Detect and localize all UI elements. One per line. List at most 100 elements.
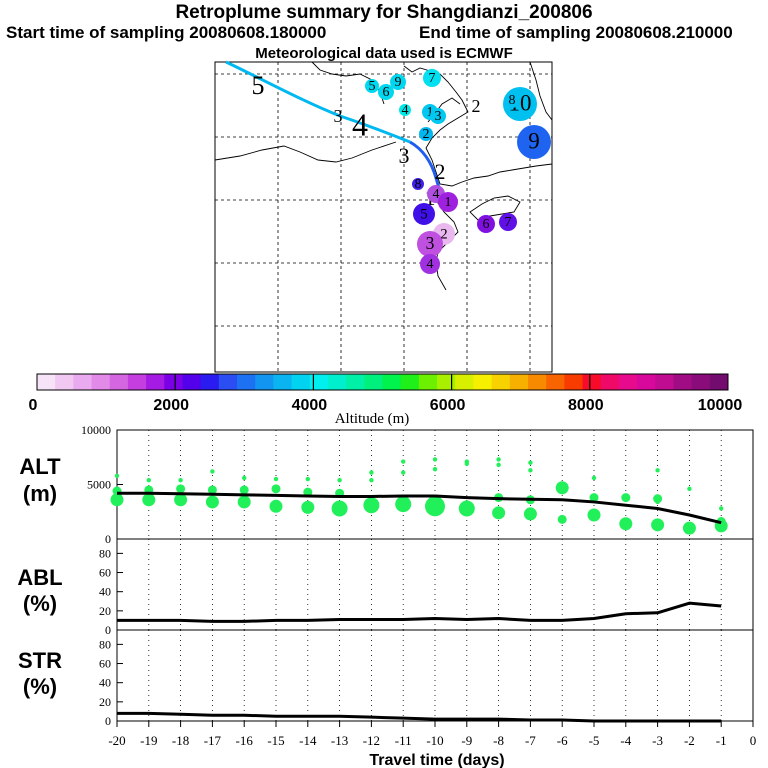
alt-unit: (m) <box>23 481 57 506</box>
y-tick-label: 80 <box>99 546 111 560</box>
colorbar-cell <box>564 374 584 390</box>
colorbar-cell <box>109 374 129 390</box>
cluster-marker <box>430 108 446 124</box>
colorbar-cell <box>291 374 311 390</box>
cluster-dot <box>110 493 124 507</box>
colorbar-cell <box>91 374 111 390</box>
end-time-label: End time of sampling 20080608.210000 <box>419 23 733 42</box>
timeseries-panels: 1000050000ALT(m)806040200ABL(%)806040200… <box>17 423 756 768</box>
cluster-dot <box>653 494 663 504</box>
cluster-dot <box>237 495 251 509</box>
cluster-dot <box>432 467 438 472</box>
cluster-dot <box>464 461 469 466</box>
cluster-dot <box>303 487 313 497</box>
colorbar-cell <box>182 374 202 390</box>
y-tick-label: 80 <box>99 637 111 651</box>
cluster-dot <box>331 500 348 517</box>
cluster-dot <box>205 495 219 509</box>
cluster-dot <box>523 507 537 521</box>
x-tick-label: -20 <box>108 733 125 748</box>
cluster-dot <box>369 470 374 475</box>
x-tick-label: -1 <box>716 733 727 748</box>
x-tick-label: -5 <box>589 733 600 748</box>
y-tick-label: 60 <box>99 657 111 671</box>
colorbar-cell <box>273 374 293 390</box>
panel-abl: 80 60 40 20 0 ABL(%) <box>17 538 754 637</box>
colorbar-cell <box>637 374 656 390</box>
x-tick-label: -8 <box>493 733 504 748</box>
colorbar-cell <box>691 374 711 390</box>
colorbar-cell <box>491 374 511 390</box>
colorbar-cell <box>55 374 74 390</box>
colorbar-cell <box>709 374 729 390</box>
cluster-label: 6 <box>383 85 390 100</box>
cluster-dot <box>301 500 315 514</box>
cluster-label: 5 <box>420 206 427 222</box>
y-tick-label: 5000 <box>87 478 111 492</box>
cluster-dot <box>458 500 475 517</box>
cluster-dot <box>271 484 281 494</box>
map-label: 5 <box>252 71 265 100</box>
cluster-dot <box>496 462 501 468</box>
colorbar-cell <box>582 374 602 390</box>
map-label: 2 <box>435 159 446 184</box>
cluster-label: 4 <box>433 187 440 202</box>
x-tick-label: -16 <box>236 733 254 748</box>
cluster-label: 7 <box>505 215 512 230</box>
cluster-marker <box>438 192 458 212</box>
meteo-label: Meteorological data used is ECMWF <box>255 45 513 62</box>
cluster-marker <box>419 127 433 141</box>
colorbar-cell <box>309 374 329 390</box>
trajectory-path <box>225 60 411 144</box>
colorbar-cell <box>673 374 693 390</box>
cluster-label: 8 <box>415 177 422 192</box>
series-line <box>117 711 722 723</box>
x-tick-label: -11 <box>395 733 412 748</box>
cluster-marker <box>499 213 517 231</box>
plot-title: Retroplume summary for Shangdianzi_20080… <box>175 2 593 23</box>
colorbar-tick-label: 6000 <box>430 397 466 414</box>
cluster-dot <box>146 477 151 483</box>
x-tick-label: -6 <box>557 733 568 748</box>
start-time-label: Start time of sampling 20080608.180000 <box>6 23 327 42</box>
cluster-label: 3 <box>435 109 442 124</box>
cluster-dot <box>496 457 501 462</box>
cluster-marker <box>420 254 440 274</box>
y-tick-label: 60 <box>99 566 111 580</box>
map-frame <box>214 61 553 373</box>
cluster-dot <box>174 493 188 507</box>
y-tick-label: 0 <box>105 532 111 546</box>
cluster-label: 9 <box>395 75 402 90</box>
cluster-dot <box>305 476 310 482</box>
str-label: STR <box>18 648 62 673</box>
colorbar-cell <box>655 374 674 390</box>
cluster-dot <box>425 496 445 517</box>
colorbar-cell <box>146 374 165 390</box>
cluster-label: 2 <box>423 127 430 142</box>
colorbar-cell <box>200 374 220 390</box>
cluster-dot <box>619 517 633 531</box>
map-label: 3 <box>334 106 343 126</box>
colorbar-cell <box>327 374 347 390</box>
x-tick-label: -10 <box>426 733 443 748</box>
colorbar-cell <box>618 374 638 390</box>
x-tick-label: -14 <box>299 733 317 748</box>
cluster-label: 4 <box>427 257 434 272</box>
map-gridlines <box>215 62 552 372</box>
cluster-dot <box>587 508 601 522</box>
cluster-dot <box>432 457 438 462</box>
map-label: 3 <box>399 143 410 168</box>
cluster-label: 5 <box>369 79 376 94</box>
cluster-dot <box>589 493 599 503</box>
cluster-dot <box>363 497 380 514</box>
cluster-dot <box>401 459 406 464</box>
cluster-dot <box>269 499 283 513</box>
y-tick-label: 40 <box>99 676 111 690</box>
x-tick-label: -3 <box>652 733 663 748</box>
cluster-marker <box>378 84 394 100</box>
cluster-dot <box>492 506 506 520</box>
cluster-dot <box>239 485 249 495</box>
colorbar-cell <box>473 374 493 390</box>
y-tick-label: 20 <box>99 695 111 709</box>
